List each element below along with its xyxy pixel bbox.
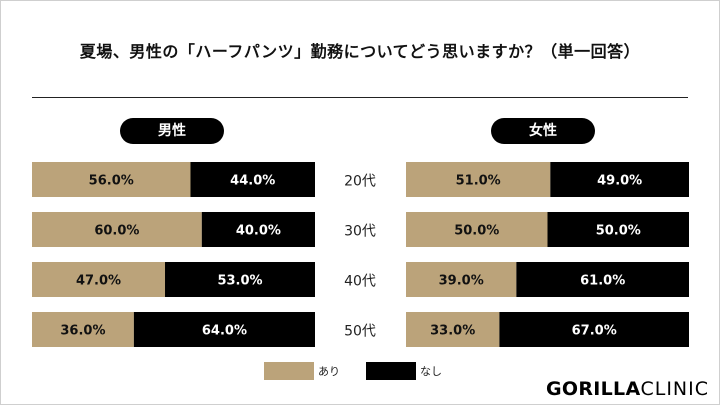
- bar-value-label: 51.0%: [456, 174, 501, 189]
- bar-segment: [547, 212, 689, 247]
- bar-value-label: 49.0%: [597, 174, 642, 189]
- bar-value-label: 39.0%: [439, 274, 484, 289]
- male-group-label: 男性: [120, 118, 224, 144]
- brand-logo: GORILLACLINIC: [546, 378, 709, 400]
- bar-segment: [32, 312, 134, 347]
- title-divider: [32, 97, 688, 98]
- bar-value-label: 33.0%: [430, 324, 475, 339]
- bar-segment: [516, 262, 689, 297]
- bar-value-label: 50.0%: [454, 224, 499, 239]
- category-label: 50代: [344, 324, 376, 340]
- bar-segment: [406, 262, 517, 297]
- female-group-label: 女性: [491, 118, 595, 144]
- legend-swatch-nashi: [366, 362, 416, 380]
- bar-value-label: 56.0%: [89, 174, 134, 189]
- bar-value-label: 61.0%: [580, 274, 625, 289]
- bar-segment: [201, 212, 315, 247]
- category-label: 40代: [344, 274, 376, 290]
- category-label: 30代: [344, 224, 376, 240]
- bar-value-label: 40.0%: [236, 224, 281, 239]
- legend: あり なし: [0, 360, 720, 382]
- bar-value-label: 60.0%: [94, 224, 139, 239]
- bar-segment: [190, 162, 315, 197]
- logo-bold-text: GORILLA: [546, 378, 641, 400]
- bar-segment: [32, 262, 166, 297]
- bar-segment: [406, 162, 551, 197]
- bar-segment: [32, 162, 191, 197]
- bar-value-label: 67.0%: [572, 324, 617, 339]
- bar-value-label: 53.0%: [217, 274, 262, 289]
- bar-segment: [499, 312, 689, 347]
- category-label: 20代: [344, 174, 376, 190]
- bar-segment: [550, 162, 689, 197]
- legend-swatch-ari: [264, 362, 314, 380]
- bar-segment: [406, 312, 500, 347]
- legend-label-ari: あり: [318, 365, 340, 378]
- bar-value-label: 64.0%: [202, 324, 247, 339]
- bar-value-label: 47.0%: [76, 274, 121, 289]
- bar-segment: [165, 262, 315, 297]
- bar-segment: [406, 212, 548, 247]
- bar-segment: [133, 312, 315, 347]
- legend-label-nashi: なし: [420, 365, 442, 378]
- chart-title: 夏場、男性の「ハーフパンツ」勤務についてどう思いますか？（単一回答）: [79, 42, 641, 61]
- bar-value-label: 44.0%: [230, 174, 275, 189]
- bar-value-label: 50.0%: [596, 224, 641, 239]
- bar-segment: [32, 212, 202, 247]
- logo-thin-text: CLINIC: [640, 378, 710, 400]
- bar-value-label: 36.0%: [60, 324, 105, 339]
